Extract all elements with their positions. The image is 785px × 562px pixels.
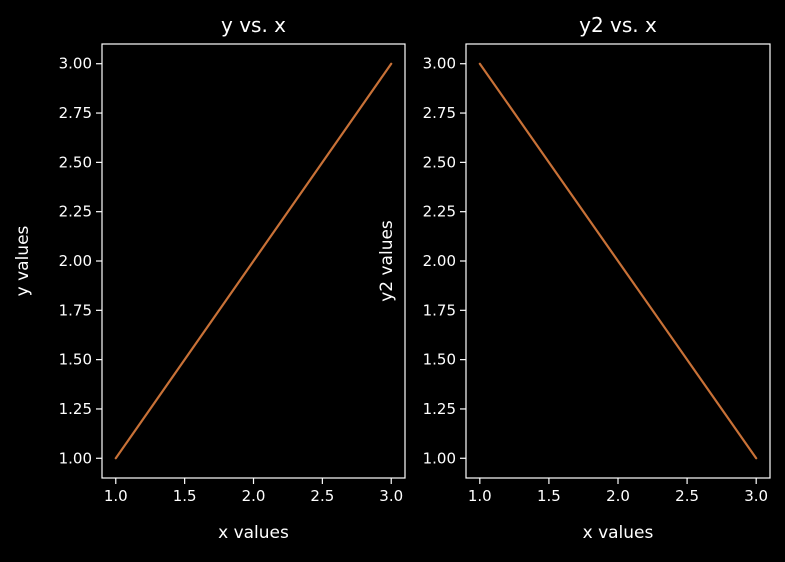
series-line-left-0 — [114, 62, 393, 460]
x-tick-label-left-3: 2.5 — [310, 487, 334, 505]
subplot-left: y vs. x x values y values 1.0 1.5 2.0 2.5 3.… — [13, 13, 406, 543]
y-tick-label-right-2: 1.50 — [423, 351, 456, 369]
y-tick-label-left-0: 1.00 — [59, 449, 92, 467]
y-tick-label-left-6: 2.50 — [59, 153, 92, 171]
x-tick-label-left-1: 1.5 — [173, 487, 197, 505]
x-tick-label-right-1: 1.5 — [537, 487, 561, 505]
y-tick-label-left-8: 3.00 — [59, 55, 92, 73]
y-tick-label-right-8: 3.00 — [423, 55, 456, 73]
x-tick-label-right-4: 3.0 — [744, 487, 768, 505]
y-axis-label-right: y2 values — [377, 220, 397, 302]
x-axis-label-left: x values — [218, 523, 289, 543]
y-tick-label-left-5: 2.25 — [59, 203, 92, 221]
ticks-left: 1.0 1.5 2.0 2.5 3.0 1.00 1.25 1.50 1.75 2.00 2.25 2… — [59, 55, 404, 505]
x-tick-label-right-2: 2.0 — [606, 487, 630, 505]
y-tick-label-right-0: 1.00 — [423, 449, 456, 467]
series-right — [478, 62, 758, 460]
y-tick-label-right-3: 1.75 — [423, 301, 456, 319]
chart-title-left: y vs. x — [221, 13, 286, 37]
y-tick-label-right-7: 2.75 — [423, 104, 456, 122]
series-left — [114, 62, 393, 460]
y-tick-label-right-5: 2.25 — [423, 203, 456, 221]
x-axis-label-right: x values — [583, 523, 654, 543]
y-tick-label-left-7: 2.75 — [59, 104, 92, 122]
x-tick-label-left-4: 3.0 — [379, 487, 403, 505]
x-tick-label-right-0: 1.0 — [468, 487, 492, 505]
y-tick-label-right-4: 2.00 — [423, 252, 456, 270]
ticks-right: 1.0 1.5 2.0 2.5 3.0 1.00 1.25 1.50 1.75 2.00 2.25 2… — [423, 55, 769, 505]
y-tick-label-left-3: 1.75 — [59, 301, 92, 319]
subplot-right: y2 vs. x x values y2 values 1.0 1.5 2.0 2.5… — [377, 13, 771, 543]
x-tick-label-right-3: 2.5 — [675, 487, 699, 505]
y-tick-label-right-1: 1.25 — [423, 400, 456, 418]
chart-title-right: y2 vs. x — [579, 13, 657, 37]
y-axis-label-left: y values — [13, 225, 33, 296]
series-line-right-0 — [478, 62, 758, 460]
y-tick-label-right-6: 2.50 — [423, 153, 456, 171]
x-tick-label-left-2: 2.0 — [242, 487, 266, 505]
y-tick-label-left-4: 2.00 — [59, 252, 92, 270]
y-tick-label-left-1: 1.25 — [59, 400, 92, 418]
y-tick-label-left-2: 1.50 — [59, 351, 92, 369]
x-tick-label-left-0: 1.0 — [104, 487, 128, 505]
